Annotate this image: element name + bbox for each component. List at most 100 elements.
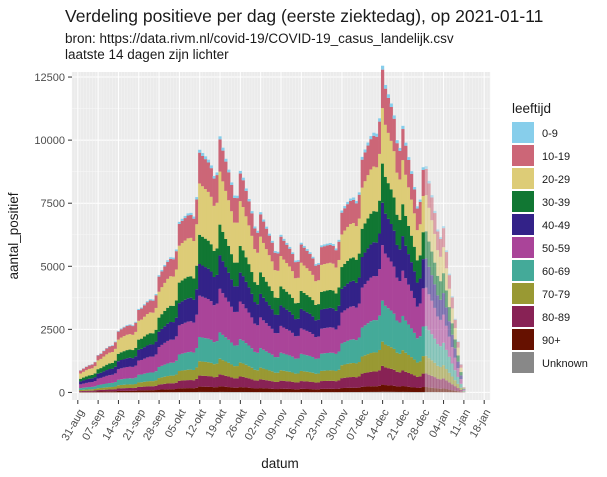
area-segment-10-19 (340, 212, 344, 235)
area-segment-50-59 (418, 303, 422, 337)
area-segment-60-69 (270, 354, 274, 372)
area-segment-0-9 (398, 147, 402, 151)
area-segment-0-9 (418, 199, 422, 202)
area-segment-20-29 (314, 281, 318, 305)
area-segment-0-9 (395, 140, 399, 144)
area-segment-30-39 (87, 375, 92, 379)
area-segment-70-79 (351, 362, 356, 377)
area-segment-0-9 (360, 156, 364, 160)
area-segment-50-59 (151, 356, 155, 373)
area-segment-0-9 (444, 250, 449, 253)
area-segment-20-29 (183, 240, 187, 279)
area-segment-80-89 (293, 382, 298, 390)
area-segment-60-69 (436, 344, 440, 366)
area-segment-40-49 (264, 301, 269, 324)
area-segment-80-89 (296, 382, 301, 390)
area-segment-80-89 (157, 384, 161, 390)
area-segment-0-9 (267, 233, 271, 236)
area-segment-10-19 (412, 189, 417, 214)
area-segment-60-69 (349, 339, 353, 364)
area-segment-80-89 (108, 389, 112, 392)
area-segment-30-39 (113, 360, 118, 367)
area-segment-40-49 (137, 349, 141, 361)
area-segment-90+ (166, 389, 170, 393)
area-segment-80-89 (383, 367, 388, 386)
area-segment-50-59 (79, 384, 83, 389)
area-segment-50-59 (148, 356, 152, 373)
day-column (128, 324, 132, 393)
day-column (108, 345, 112, 393)
area-segment-0-9 (296, 260, 301, 262)
area-segment-Unknown (383, 391, 388, 393)
area-segment-0-9 (247, 199, 251, 202)
area-segment-0-9 (180, 218, 184, 221)
area-segment-20-29 (82, 371, 86, 378)
area-segment-70-79 (192, 369, 196, 381)
area-segment-40-49 (398, 249, 402, 282)
area-segment-50-59 (378, 269, 382, 316)
area-segment-0-9 (128, 324, 132, 326)
area-segment-80-89 (404, 371, 408, 387)
area-segment-80-89 (450, 384, 454, 391)
area-segment-70-79 (90, 389, 94, 391)
area-segment-30-39 (84, 376, 89, 380)
area-segment-80-89 (395, 371, 399, 387)
area-segment-10-19 (198, 152, 202, 184)
area-segment-20-29 (218, 171, 222, 225)
area-segment-80-89 (410, 374, 414, 388)
day-column (302, 245, 306, 393)
area-segment-60-69 (183, 352, 187, 371)
area-segment-90+ (264, 388, 269, 393)
area-segment-30-39 (206, 240, 211, 269)
area-segment-90+ (154, 390, 158, 393)
area-segment-60-69 (186, 352, 190, 370)
area-segment-40-49 (166, 323, 170, 341)
area-segment-70-79 (247, 366, 251, 379)
day-column (441, 226, 446, 393)
area-segment-40-49 (401, 236, 405, 271)
area-segment-10-19 (87, 365, 92, 369)
area-segment-40-49 (90, 378, 94, 383)
area-segment-70-79 (154, 380, 158, 386)
area-segment-20-29 (250, 235, 254, 273)
area-segment-10-19 (134, 322, 138, 332)
area-segment-30-39 (235, 262, 240, 287)
y-tick-label: 0 (59, 387, 65, 399)
area-segment-80-89 (334, 381, 338, 389)
area-segment-0-9 (125, 325, 129, 326)
area-segment-80-89 (407, 372, 411, 387)
area-segment-0-9 (259, 212, 263, 215)
area-segment-90+ (395, 386, 399, 392)
area-segment-80-89 (314, 382, 318, 390)
area-segment-10-19 (288, 248, 292, 267)
area-segment-80-89 (328, 380, 332, 389)
area-segment-40-49 (79, 381, 83, 385)
area-segment-40-49 (99, 372, 103, 378)
day-column (421, 167, 425, 393)
area-segment-30-39 (450, 323, 454, 335)
area-segment-60-69 (264, 351, 269, 370)
area-segment-60-69 (325, 352, 330, 371)
area-segment-60-69 (383, 305, 388, 345)
area-segment-0-9 (354, 201, 359, 204)
area-segment-60-69 (372, 320, 376, 353)
area-segment-20-29 (360, 187, 364, 229)
area-segment-60-69 (247, 345, 251, 367)
day-column (259, 212, 263, 393)
area-segment-80-89 (357, 376, 361, 388)
area-segment-90+ (311, 389, 315, 393)
area-segment-80-89 (375, 371, 379, 387)
area-segment-80-89 (134, 387, 138, 391)
area-segment-80-89 (198, 375, 202, 387)
area-segment-60-69 (334, 353, 338, 372)
area-segment-10-19 (238, 173, 242, 202)
area-segment-30-39 (279, 286, 283, 306)
area-segment-10-19 (111, 345, 115, 353)
day-column (273, 251, 277, 393)
area-segment-90+ (360, 386, 364, 392)
x-axis: 31-aug07-sep14-sep21-sep28-sep05-okt12-o… (60, 400, 493, 443)
day-column (174, 249, 179, 393)
area-segment-90+ (334, 388, 338, 393)
area-segment-60-69 (174, 360, 179, 375)
area-segment-50-59 (131, 366, 135, 379)
